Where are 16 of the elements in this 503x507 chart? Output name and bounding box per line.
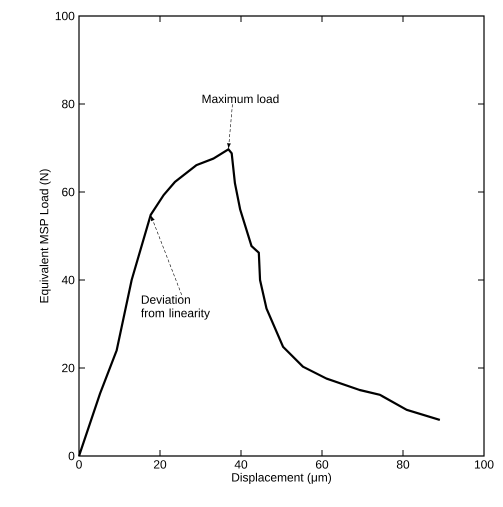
annotation: Maximum load: [202, 94, 279, 104]
x-tick-label: 0: [76, 460, 82, 469]
x-tick-label: 20: [154, 460, 166, 469]
y-axis-title: Equivalent MSP Load (N): [40, 169, 51, 302]
y-tick-label: 60: [62, 188, 74, 196]
annotation: Deviation from linearity: [141, 295, 210, 320]
x-tick-label: 80: [396, 460, 410, 469]
x-tick-label: 40: [234, 460, 248, 469]
x-tick-label: 100: [474, 460, 494, 469]
y-tick-label: 100: [56, 12, 74, 20]
x-axis-title: Displacement (μm): [232, 472, 332, 484]
y-tick-label: 80: [62, 100, 74, 108]
x-tick-label: 60: [316, 460, 328, 469]
y-tick-label: 20: [62, 364, 74, 372]
y-tick-label: 40: [62, 276, 74, 284]
y-tick-label: 0: [68, 452, 74, 460]
